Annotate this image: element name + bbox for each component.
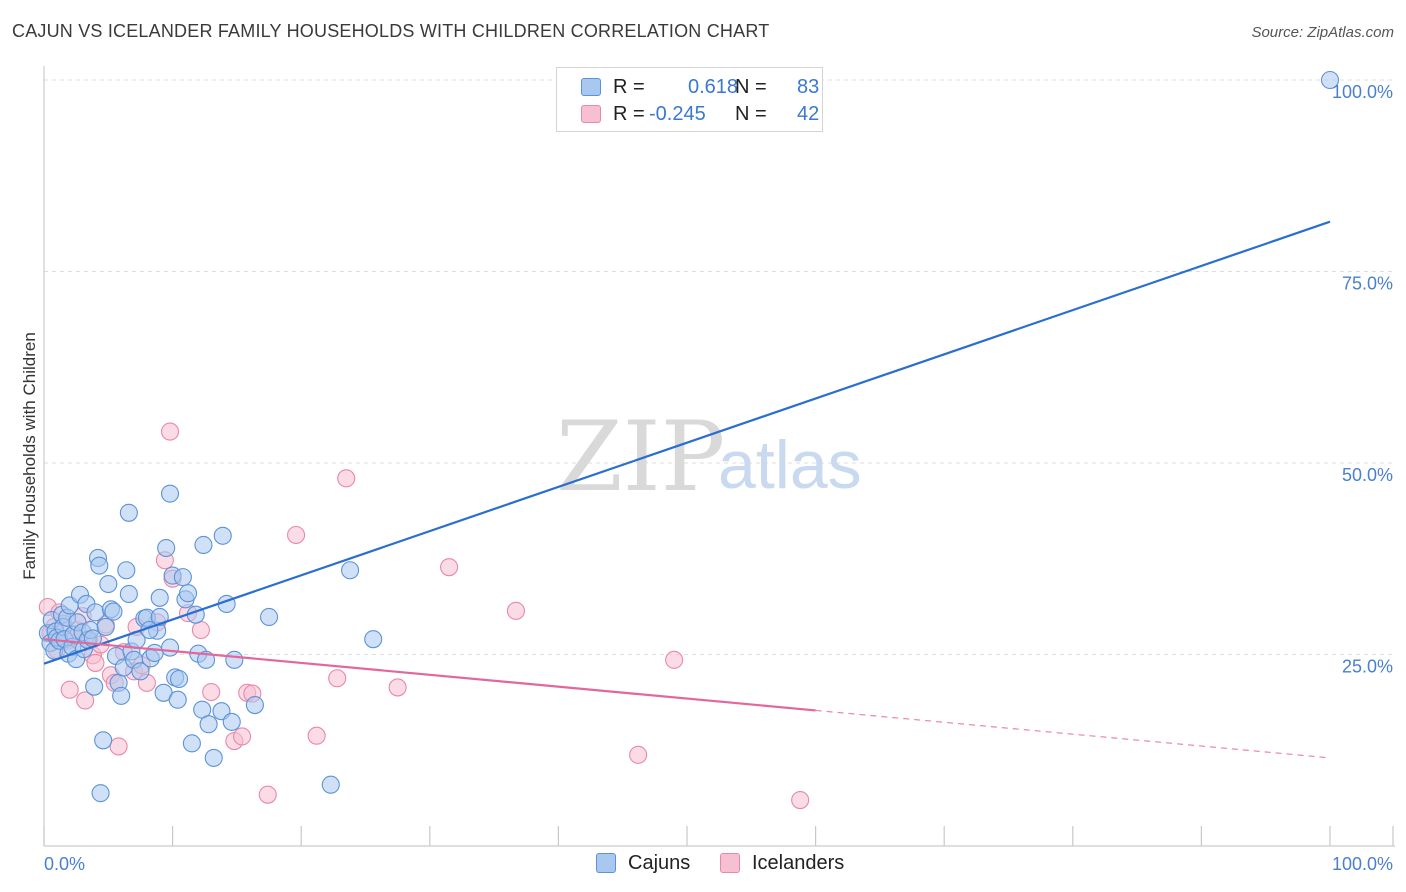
cajun-point (213, 526, 232, 545)
icelander-point (506, 601, 526, 620)
cajun-point (119, 503, 138, 522)
chart-title: CAJUN VS ICELANDER FAMILY HOUSEHOLDS WIT… (12, 21, 770, 41)
icelander-point (287, 525, 306, 545)
y-tick-label: 25.0% (1342, 657, 1393, 677)
cajun-point (178, 584, 198, 603)
cajun-point (160, 484, 180, 503)
icelander-point (160, 422, 180, 441)
icelander-point (388, 678, 407, 697)
watermark-zip-text: ZIP (556, 401, 725, 513)
cajun-point (150, 607, 169, 627)
y-tick-label: 50.0% (1342, 465, 1393, 485)
data-points (38, 70, 1340, 810)
legend-n-value-cajuns: 83 (797, 76, 820, 98)
icelanders-trend-line-extrapolated (815, 709, 1331, 759)
legend-r-value-cajuns: 0.618 (688, 76, 739, 98)
cajun-point (104, 602, 123, 621)
watermark-atlas-text: atlas (718, 427, 862, 503)
legend-r-label: R = (613, 76, 645, 98)
cajun-point (157, 538, 176, 558)
icelanders-legend-swatch (720, 853, 740, 873)
icelander-point (440, 558, 459, 577)
legend-n-label: N = (735, 103, 767, 125)
correlation-legend: R = 0.618 N = 83 R = -0.245 N = 42 (556, 67, 823, 132)
x-tick-label: 100.0% (1332, 854, 1393, 874)
cajun-point (173, 568, 192, 587)
cajun-point (321, 775, 340, 794)
icelander-point (791, 790, 810, 810)
icelander-point (76, 691, 95, 710)
y-tick-label: 75.0% (1342, 274, 1393, 294)
cajun-point (150, 588, 169, 607)
icelander-point (258, 785, 277, 804)
cajun-point (341, 561, 360, 580)
cajun-point (119, 584, 138, 604)
icelanders-trend-line (43, 638, 816, 712)
icelander-point (629, 745, 648, 764)
legend-n-label: N = (735, 76, 767, 98)
cajun-point (169, 669, 189, 689)
cajun-point (131, 662, 150, 681)
cajuns-trend-line (43, 220, 1331, 665)
icelander-point (232, 727, 252, 746)
legend-r-value-icelanders: -0.245 (649, 103, 706, 125)
grid (44, 79, 1395, 655)
tick-labels: 25.0% 50.0% 75.0% 100.0% 0.0% 100.0% Family Ho… (20, 82, 1393, 874)
cajun-point (194, 535, 213, 555)
trend-lines (43, 220, 1331, 759)
cajun-point (225, 650, 244, 669)
icelander-point (191, 620, 210, 640)
source-label: Source: ZipAtlas.com (1251, 24, 1394, 41)
cajun-point (112, 686, 131, 705)
cajuns-legend-swatch (596, 853, 616, 873)
cajun-point (259, 607, 279, 627)
cajun-point (99, 574, 118, 594)
icelander-point (86, 653, 105, 672)
cajun-point (245, 696, 264, 715)
legend-r-label: R = (613, 103, 645, 125)
cajun-point (204, 748, 223, 767)
cajun-point (85, 677, 104, 696)
icelanders-swatch (581, 105, 601, 123)
cajuns-legend-label: Cajuns (628, 852, 691, 874)
icelander-point (202, 682, 221, 702)
cajun-point (117, 561, 136, 580)
cajun-point (168, 690, 187, 709)
cajun-point (145, 643, 164, 663)
legend-n-value-icelanders: 42 (797, 103, 820, 125)
y-tick-label: 100.0% (1332, 82, 1393, 102)
cajun-point (86, 603, 105, 622)
cajun-point (182, 734, 201, 753)
cajun-point (364, 630, 383, 649)
cajun-point (160, 638, 180, 657)
icelanders-legend-label: Icelanders (752, 852, 845, 874)
cajun-point (1320, 70, 1340, 90)
cajun-point (90, 556, 109, 575)
watermark: ZIP atlas (556, 401, 862, 513)
cajun-point (199, 715, 218, 734)
cajun-point (96, 617, 115, 636)
icelander-point (307, 726, 326, 745)
icelander-point (60, 680, 79, 699)
cajuns-swatch (581, 78, 601, 96)
x-tick-label: 0.0% (44, 854, 85, 874)
icelander-point (337, 469, 356, 488)
cajun-point (222, 712, 241, 731)
icelander-point (109, 737, 128, 756)
y-axis-title: Family Households with Children (20, 332, 39, 580)
cajun-point (91, 784, 110, 803)
icelander-point (665, 650, 684, 669)
axes (43, 66, 1395, 847)
icelander-point (328, 669, 347, 688)
cajun-point (94, 731, 113, 750)
